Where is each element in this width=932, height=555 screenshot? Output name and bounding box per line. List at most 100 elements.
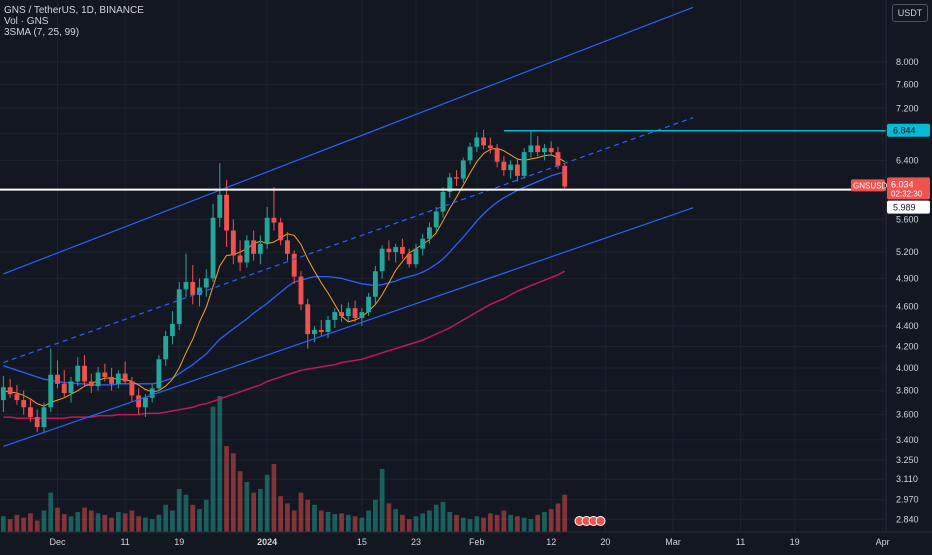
candle-body bbox=[88, 381, 94, 387]
candle-body bbox=[21, 400, 27, 408]
candle-body bbox=[555, 152, 561, 166]
candle-body bbox=[156, 359, 162, 389]
time-tick: Apr bbox=[876, 537, 890, 547]
volume-legend[interactable]: Vol · GNS bbox=[4, 16, 49, 27]
chart-legend: GNS / TetherUS, 1D, BINANCE Vol · GNS 3S… bbox=[4, 5, 144, 38]
candle-body bbox=[203, 278, 209, 288]
volume-bar bbox=[143, 517, 148, 532]
candle-body bbox=[122, 373, 128, 382]
price-tick: 3.110 bbox=[896, 474, 918, 484]
candle-body bbox=[48, 374, 54, 408]
last-price-label: 6.034 bbox=[891, 179, 914, 189]
candle-body bbox=[339, 312, 344, 316]
ticker-badge bbox=[851, 179, 885, 192]
candle-body bbox=[230, 230, 236, 256]
time-axis-labels[interactable]: Dec 11 19 2024 15 23 Feb 12 20 Mar 11 19 Apr bbox=[49, 537, 889, 547]
volume-bar bbox=[156, 514, 162, 532]
candle-body bbox=[136, 395, 142, 408]
price-tick: 2.840 bbox=[896, 514, 919, 524]
volume-bar bbox=[285, 503, 290, 532]
time-tick: 11 bbox=[120, 537, 129, 547]
price-tick: 3.600 bbox=[896, 410, 919, 420]
volume-bar bbox=[460, 517, 466, 532]
volume-bar bbox=[372, 499, 378, 532]
candle-body bbox=[494, 148, 500, 162]
volume-bar bbox=[82, 507, 87, 532]
volume-bar bbox=[244, 481, 250, 532]
candle-body bbox=[28, 407, 33, 418]
volume-bar bbox=[555, 503, 561, 532]
candle-body bbox=[95, 372, 101, 387]
volume-bar bbox=[535, 514, 541, 532]
resistance-price-label: 6.844 bbox=[893, 126, 916, 136]
volume-bar bbox=[190, 504, 196, 532]
candle-body bbox=[61, 383, 67, 394]
price-tick: 7.600 bbox=[896, 79, 919, 89]
time-tick: 23 bbox=[411, 537, 421, 547]
candle-body bbox=[345, 308, 351, 316]
candle-body bbox=[68, 381, 74, 394]
candle-body bbox=[427, 227, 432, 239]
candle-body bbox=[542, 148, 547, 153]
candle-body bbox=[298, 276, 304, 305]
candle-body bbox=[190, 281, 196, 295]
volume-bar bbox=[440, 501, 446, 532]
price-tick: 2.970 bbox=[896, 495, 919, 505]
price-tick: 4.400 bbox=[896, 321, 919, 331]
volume-bar bbox=[122, 513, 128, 532]
price-tick: 6.400 bbox=[896, 155, 919, 165]
currency-button[interactable]: USDT bbox=[892, 4, 928, 22]
volume-bar bbox=[379, 469, 385, 532]
volume-bar bbox=[420, 513, 426, 532]
volume-bar bbox=[258, 489, 263, 532]
volume-bar bbox=[501, 510, 507, 532]
volume-bar bbox=[68, 516, 74, 532]
price-tick: 4.200 bbox=[896, 341, 919, 351]
candle-body bbox=[352, 308, 358, 318]
price-tick: 4.600 bbox=[896, 301, 919, 311]
volume-bar bbox=[352, 516, 358, 532]
candle-body bbox=[420, 238, 426, 249]
volume-bar bbox=[75, 511, 81, 532]
volume-bar bbox=[291, 510, 297, 532]
candle-body bbox=[251, 240, 257, 254]
volume-bar bbox=[487, 513, 493, 532]
candle-body bbox=[440, 191, 446, 212]
volume-bar bbox=[21, 517, 27, 532]
ticker-label: GNSUSDT bbox=[853, 181, 892, 190]
price-tick: 7.200 bbox=[896, 103, 919, 113]
symbol-legend[interactable]: GNS / TetherUS, 1D, BINANCE bbox=[4, 5, 144, 16]
candle-body bbox=[460, 160, 466, 179]
volume-bar bbox=[217, 396, 223, 532]
candle-body bbox=[170, 323, 175, 337]
volume-bar bbox=[332, 514, 338, 532]
candles bbox=[0, 129, 568, 434]
volume-bar bbox=[176, 489, 182, 532]
sma-legend[interactable]: 3SMA (7, 25, 99) bbox=[4, 27, 80, 38]
price-tick: 5.600 bbox=[896, 214, 919, 224]
volume-bar bbox=[14, 514, 20, 532]
event-marker-icon bbox=[595, 516, 606, 526]
price-axis[interactable] bbox=[886, 0, 932, 550]
candle-body bbox=[372, 271, 378, 297]
time-tick: Mar bbox=[665, 537, 681, 547]
last-price-badge bbox=[887, 177, 930, 200]
candle-body bbox=[115, 373, 121, 384]
time-tick: 15 bbox=[357, 537, 367, 547]
candle-body bbox=[14, 394, 20, 401]
resistance-price-badge bbox=[887, 123, 930, 137]
volume-bar bbox=[136, 516, 142, 532]
volume-bar bbox=[413, 516, 419, 532]
volume-bar bbox=[183, 494, 189, 532]
candle-body bbox=[474, 137, 480, 147]
channel-lower-line bbox=[3, 207, 694, 447]
volume-bar bbox=[102, 514, 108, 532]
volume-bar bbox=[224, 446, 229, 532]
candle-body bbox=[285, 240, 290, 254]
volume-bar bbox=[48, 492, 54, 532]
candle-body bbox=[359, 312, 365, 318]
candle-body bbox=[75, 365, 81, 382]
